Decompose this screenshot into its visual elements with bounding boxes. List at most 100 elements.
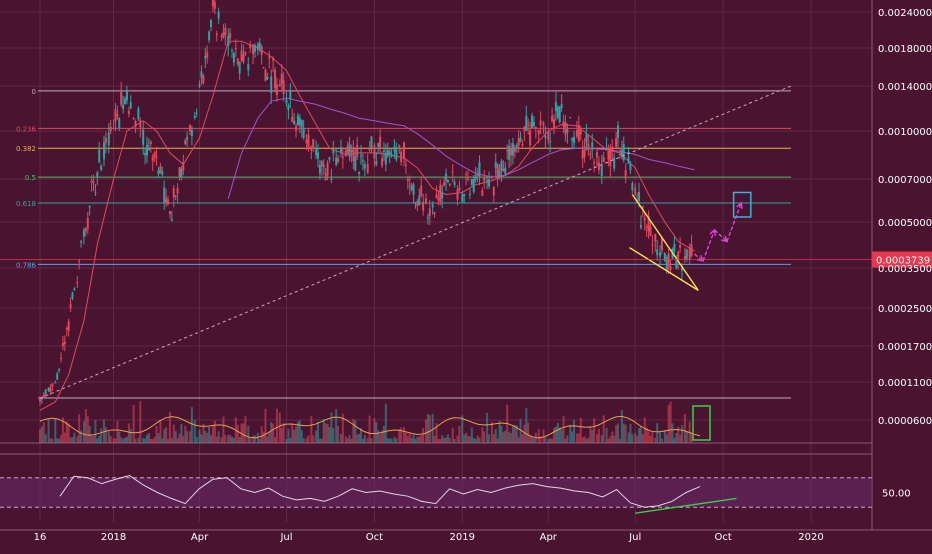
volume-bar [227, 434, 230, 443]
volume-bar [328, 426, 331, 443]
candle-body [622, 143, 625, 161]
candle-body [186, 136, 189, 140]
volume-bar [408, 433, 411, 443]
candle-body [681, 266, 684, 271]
candle-body [435, 194, 438, 199]
volume-bar [412, 434, 415, 443]
candle-body [161, 171, 164, 175]
candle-body [125, 91, 128, 101]
candle-body [620, 150, 623, 157]
volume-bar [361, 438, 364, 443]
volume-bar [249, 438, 252, 443]
fib-level-label: 0.786 [16, 261, 37, 269]
candle-body [204, 55, 207, 59]
candle-body [352, 146, 355, 161]
candle-body [264, 69, 267, 81]
volume-bar [629, 423, 632, 443]
volume-bar [673, 437, 676, 443]
volume-bar [377, 430, 380, 443]
volume-bar [502, 432, 505, 443]
candle-body [174, 195, 177, 197]
volume-bar [435, 423, 438, 443]
candle-body [558, 106, 561, 123]
candle-body [224, 27, 227, 36]
candle-body [170, 218, 173, 221]
volume-bar [151, 438, 154, 443]
candle-body [404, 164, 407, 167]
candle-body [673, 244, 676, 252]
candle-body [504, 167, 507, 175]
volume-bar [453, 438, 456, 443]
volume-bar [483, 431, 486, 443]
volume-bar [127, 423, 130, 443]
candle-body [146, 144, 149, 156]
volume-bar [134, 438, 137, 443]
candle-body [202, 75, 205, 84]
volume-bar [206, 432, 209, 443]
candle-body [60, 357, 63, 359]
volume-bar [39, 429, 41, 443]
candle-body [486, 180, 489, 182]
volume-bar [139, 401, 142, 443]
candle-body [84, 228, 87, 232]
candle-body [302, 128, 305, 138]
volume-bar [607, 438, 610, 443]
candle-body [544, 135, 547, 139]
volume-bar [318, 438, 321, 443]
volume-bar [677, 426, 680, 443]
volume-bar [236, 424, 239, 443]
price-tick-label: 0.0000600 [878, 416, 932, 427]
candle-body [517, 138, 520, 146]
candle-body [375, 161, 378, 165]
candle-body [398, 145, 401, 148]
volume-bar [122, 438, 125, 443]
candle-body [78, 260, 81, 262]
candle-body [446, 179, 449, 182]
candle-body [629, 164, 632, 170]
candle-body [282, 80, 285, 95]
volume-bar [393, 436, 396, 443]
volume-bar [579, 417, 582, 443]
volume-bar [562, 415, 565, 443]
volume-bar [527, 422, 530, 443]
projection-arrow [726, 202, 742, 242]
candle-body [593, 162, 596, 164]
volume-bar [465, 432, 468, 443]
volume-bar [445, 437, 448, 443]
volume-bar [659, 431, 662, 443]
volume-bar [193, 419, 196, 443]
candle-body [368, 149, 371, 151]
volume-bar [690, 433, 693, 443]
volume-bar [172, 424, 175, 443]
candle-body [393, 146, 396, 152]
candle-body [165, 198, 168, 204]
candle-body [320, 160, 323, 167]
volume-bar [461, 415, 464, 443]
volume-bar [120, 437, 123, 443]
candles [39, 0, 693, 406]
candle-body [379, 136, 382, 150]
candle-body [428, 208, 431, 217]
candle-body [400, 151, 403, 163]
candle-body [118, 118, 121, 128]
candle-body [326, 162, 329, 176]
candle-body [395, 149, 398, 160]
volume-bar [307, 435, 310, 443]
candle-body [422, 201, 425, 211]
axes: 0.0003739 0.0024000 0.0018000 0.0014000 0.00… [34, 8, 932, 543]
volume-bar [508, 431, 511, 443]
volume-bar [366, 438, 369, 443]
volume-bar [80, 430, 83, 443]
volume-bar [204, 431, 207, 443]
candle-body [249, 45, 252, 49]
volume-bar [382, 425, 385, 443]
candle-body [542, 122, 545, 126]
volume-bar [420, 435, 423, 443]
candle-body [381, 158, 384, 166]
volume-bar [602, 415, 605, 443]
time-tick-label: 2018 [101, 532, 126, 543]
candle-body [63, 341, 66, 345]
candle-body [534, 126, 537, 129]
volume-bar [330, 412, 333, 443]
